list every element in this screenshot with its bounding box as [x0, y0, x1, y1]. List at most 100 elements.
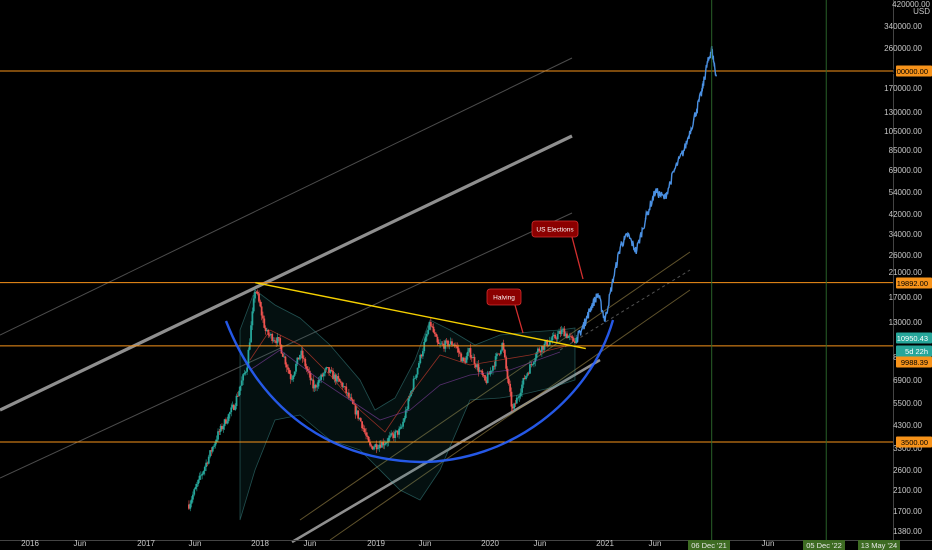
candle-body [189, 503, 192, 509]
candle-body [354, 404, 357, 415]
candle-body [277, 337, 280, 339]
candle-body [309, 372, 312, 381]
price-label-bg [896, 332, 932, 344]
candle-body [336, 376, 338, 382]
y-tick-label: 69000.00 [889, 166, 923, 175]
candle-body [223, 419, 226, 427]
candle-body [404, 410, 407, 418]
candle-body [544, 340, 547, 344]
candle-body [221, 425, 223, 430]
candle-body [424, 336, 427, 342]
annotation-us-elections: US Elections [531, 220, 584, 280]
candle-body [546, 340, 549, 347]
candle-body [570, 335, 572, 337]
candle-body [418, 363, 420, 368]
candle-body [347, 392, 350, 398]
candle-body [435, 333, 438, 337]
candle-body [523, 377, 526, 380]
price-label-bg [896, 65, 932, 77]
projection-point [715, 74, 717, 77]
candle-body [403, 417, 406, 422]
candle-body [304, 358, 307, 367]
candle-body [439, 343, 441, 345]
candle-body [359, 418, 362, 422]
y-axis-currency: USD [913, 7, 930, 16]
candle-body [193, 489, 196, 495]
candle-body [273, 340, 276, 342]
price-label-1: 19892.00 [896, 277, 932, 289]
candle-body [307, 368, 309, 372]
candle-body [554, 334, 556, 339]
candle-body [503, 349, 506, 358]
date-label-text: 13 May '24 [861, 541, 897, 550]
candle-body [394, 431, 397, 438]
candle-body [527, 373, 530, 375]
x-tick-label: Jun [74, 539, 87, 548]
candle-body [535, 352, 538, 359]
candle-body [256, 292, 259, 294]
candle-body [548, 341, 551, 345]
candle-body [334, 374, 337, 382]
y-tick-label: 85000.00 [889, 146, 923, 155]
x-tick-label: 2018 [251, 539, 269, 548]
candle-body [287, 367, 289, 370]
candle-body [445, 340, 448, 342]
y-tick-label: 3300.00 [893, 444, 922, 453]
price-label-bg [896, 356, 932, 368]
candle-body [328, 367, 330, 373]
annotation-halving: Halving [486, 288, 524, 334]
candle-body [460, 353, 463, 362]
candle-body [499, 350, 502, 354]
candle-body [423, 341, 426, 352]
candle-body [247, 349, 250, 368]
candle-body [574, 341, 576, 344]
candle-body [195, 483, 198, 487]
candle-body [362, 428, 365, 429]
candle-body [264, 327, 267, 332]
candle-body [480, 370, 482, 372]
x-tick-label: Jun [304, 539, 317, 548]
candle-body [477, 364, 480, 372]
candle-body [562, 328, 564, 330]
candle-body [215, 439, 218, 442]
candle-body [295, 364, 297, 372]
candle-body [329, 370, 332, 373]
candle-body [428, 321, 431, 330]
candle-body [411, 389, 414, 392]
candle-body [198, 475, 201, 480]
candle-body [258, 293, 260, 302]
candle-body [207, 456, 210, 464]
cup-arc [224, 319, 615, 464]
candle-body [484, 375, 486, 381]
candle-body [486, 373, 489, 383]
candle-body [431, 326, 434, 327]
candle-body [459, 352, 461, 354]
price-label-text: 10950.43 [897, 334, 928, 343]
candle-body [379, 444, 382, 448]
candle-body [370, 445, 373, 447]
projection-point [673, 169, 676, 171]
candle-body [493, 365, 496, 367]
candle-body [300, 350, 303, 356]
candle-body [268, 334, 271, 336]
candle-body [284, 356, 287, 365]
x-tick-label: Jun [762, 539, 775, 548]
projection-point [611, 281, 614, 283]
candle-body [272, 340, 275, 342]
candle-body [377, 448, 379, 450]
candle-body [494, 356, 497, 367]
candle-body [552, 334, 555, 336]
candle-body [437, 342, 440, 345]
candle-body [259, 301, 262, 307]
candle-body [502, 343, 505, 350]
candle-body [456, 346, 459, 349]
candle-body [550, 340, 553, 342]
annotation-pointer [514, 304, 524, 334]
y-tick-label: 21000.00 [889, 268, 923, 277]
candle-body [252, 298, 255, 312]
candle-body [332, 370, 334, 380]
date-label-0: 06 Dec '21 [688, 540, 730, 550]
projection-point [604, 319, 606, 322]
annotation-pointer [571, 236, 584, 280]
